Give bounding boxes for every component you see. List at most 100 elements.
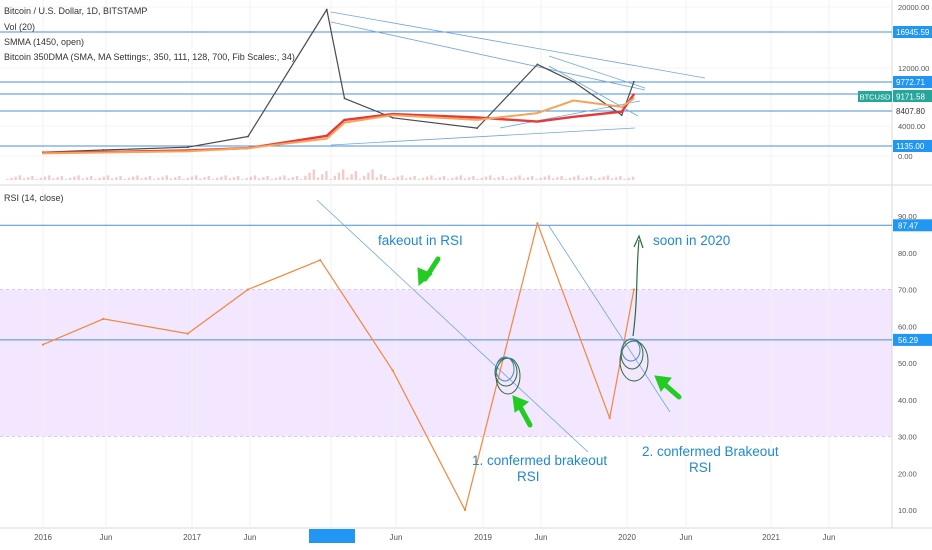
rsi-tick-label: 90.00 <box>898 212 917 221</box>
soon-arrow-line <box>632 239 640 337</box>
volume-bar <box>144 177 147 180</box>
volume-bar <box>203 177 206 180</box>
volume-bar <box>447 179 450 180</box>
volume-bar <box>581 178 584 180</box>
volume-bar <box>169 178 173 180</box>
rsi-point <box>41 343 45 346</box>
volume-bar <box>115 177 118 180</box>
volume-bar <box>455 176 458 180</box>
legend-rsi: RSI (14, close) <box>4 193 64 203</box>
price-level-tag: 16945.59 <box>896 28 930 37</box>
price-level-tag-bg <box>893 105 932 117</box>
circle-breakout2-b <box>619 340 649 382</box>
volume-bar <box>295 176 299 180</box>
volume-bar <box>342 169 345 180</box>
time-axis-label: Jun <box>244 533 257 542</box>
arrow-fakeout-head <box>417 267 433 287</box>
time-axis-label: 2019 <box>474 533 492 542</box>
rsi-trendline <box>316 199 589 453</box>
time-axis-label: Jun <box>823 533 836 542</box>
rsi-tick-label: 50.00 <box>898 359 917 368</box>
volume-bar <box>379 174 383 180</box>
date-tag-bg <box>309 529 355 543</box>
volume-bar <box>157 177 160 180</box>
price-point <box>633 97 635 100</box>
volume-bar <box>459 175 462 180</box>
volume-bar <box>535 179 538 180</box>
volume-bar <box>127 177 131 180</box>
volume-bar <box>178 176 181 180</box>
annotation-breakout1-line1: 1. confermed brakeout <box>472 453 607 468</box>
arrow-breakout1-head <box>512 395 530 413</box>
volume-bar <box>211 179 215 180</box>
volume-bar <box>73 176 76 180</box>
rsi-trendline <box>548 225 671 413</box>
price-trendline <box>330 127 636 146</box>
volume-bar <box>241 179 244 180</box>
price-point <box>325 8 328 11</box>
legend-volume: Vol (20) <box>4 22 35 32</box>
volume-bar <box>119 176 122 180</box>
rsi-point <box>319 259 322 262</box>
volume-bar <box>18 175 21 180</box>
volume-bar <box>514 176 517 180</box>
volume-bar <box>106 175 110 180</box>
volume-bar <box>619 176 622 180</box>
volume-bar <box>258 178 261 180</box>
volume-bar <box>321 174 324 180</box>
volume-bar <box>573 176 576 180</box>
volume-bar <box>556 177 559 180</box>
price-level-tag: 9772.71 <box>896 78 925 87</box>
volume-bar <box>623 179 626 180</box>
price-point <box>536 63 539 66</box>
price-point <box>476 127 478 129</box>
volume-bar <box>405 178 408 180</box>
price-point <box>572 99 575 102</box>
rsi-level-tag: 87.47 <box>898 221 919 230</box>
rsi-series <box>42 222 635 511</box>
grid-layer <box>0 0 892 528</box>
legend-symbol: Bitcoin / U.S. Dollar, 1D, BITSTAMP <box>4 6 147 16</box>
volume-bar <box>300 179 303 180</box>
btcusd-price-tag: BTCUSD 9171.58 <box>858 90 932 102</box>
volume-bar <box>237 176 240 180</box>
volume-bar <box>90 176 93 180</box>
volume-bar <box>195 175 198 180</box>
price-point <box>620 114 623 116</box>
time-axis-label: 2017 <box>183 533 201 542</box>
rsi-tick-label: 60.00 <box>898 322 917 331</box>
arrow-breakout1-shaft <box>516 402 533 428</box>
volume-bar <box>94 179 97 180</box>
volume-bar <box>216 177 219 180</box>
price-point <box>633 93 635 96</box>
volume-bar <box>417 179 420 180</box>
price-level-tag-bg <box>893 76 932 88</box>
volume-bar <box>111 178 114 180</box>
price-point <box>186 146 189 149</box>
price-point <box>476 119 478 121</box>
price-point <box>476 116 478 119</box>
price-point <box>186 150 189 153</box>
rsi-tick-label: 40.00 <box>898 396 917 405</box>
volume-bar <box>384 176 387 180</box>
rsi-point <box>608 417 611 420</box>
price-tick-label: 4000.00 <box>898 122 925 131</box>
last-price-bg <box>893 90 932 102</box>
volume-bar <box>602 176 605 180</box>
volume-bar <box>262 177 265 180</box>
volume-bar <box>560 176 563 180</box>
volume-bar <box>291 177 294 180</box>
volume-bar <box>190 176 194 180</box>
volume-bar <box>476 179 479 180</box>
volume-bar <box>430 175 433 180</box>
annotation-fakeout: fakeout in RSI <box>378 233 463 248</box>
volume-bar <box>568 177 572 180</box>
volume-bar <box>165 175 168 180</box>
volume-bar <box>354 171 357 180</box>
price-point <box>42 152 44 155</box>
btcusd-tag-label: BTCUSD <box>860 93 891 102</box>
volume-bar <box>174 177 177 180</box>
volume-bar <box>85 177 89 180</box>
volume-bar <box>610 178 614 180</box>
volume-bar <box>35 179 38 180</box>
